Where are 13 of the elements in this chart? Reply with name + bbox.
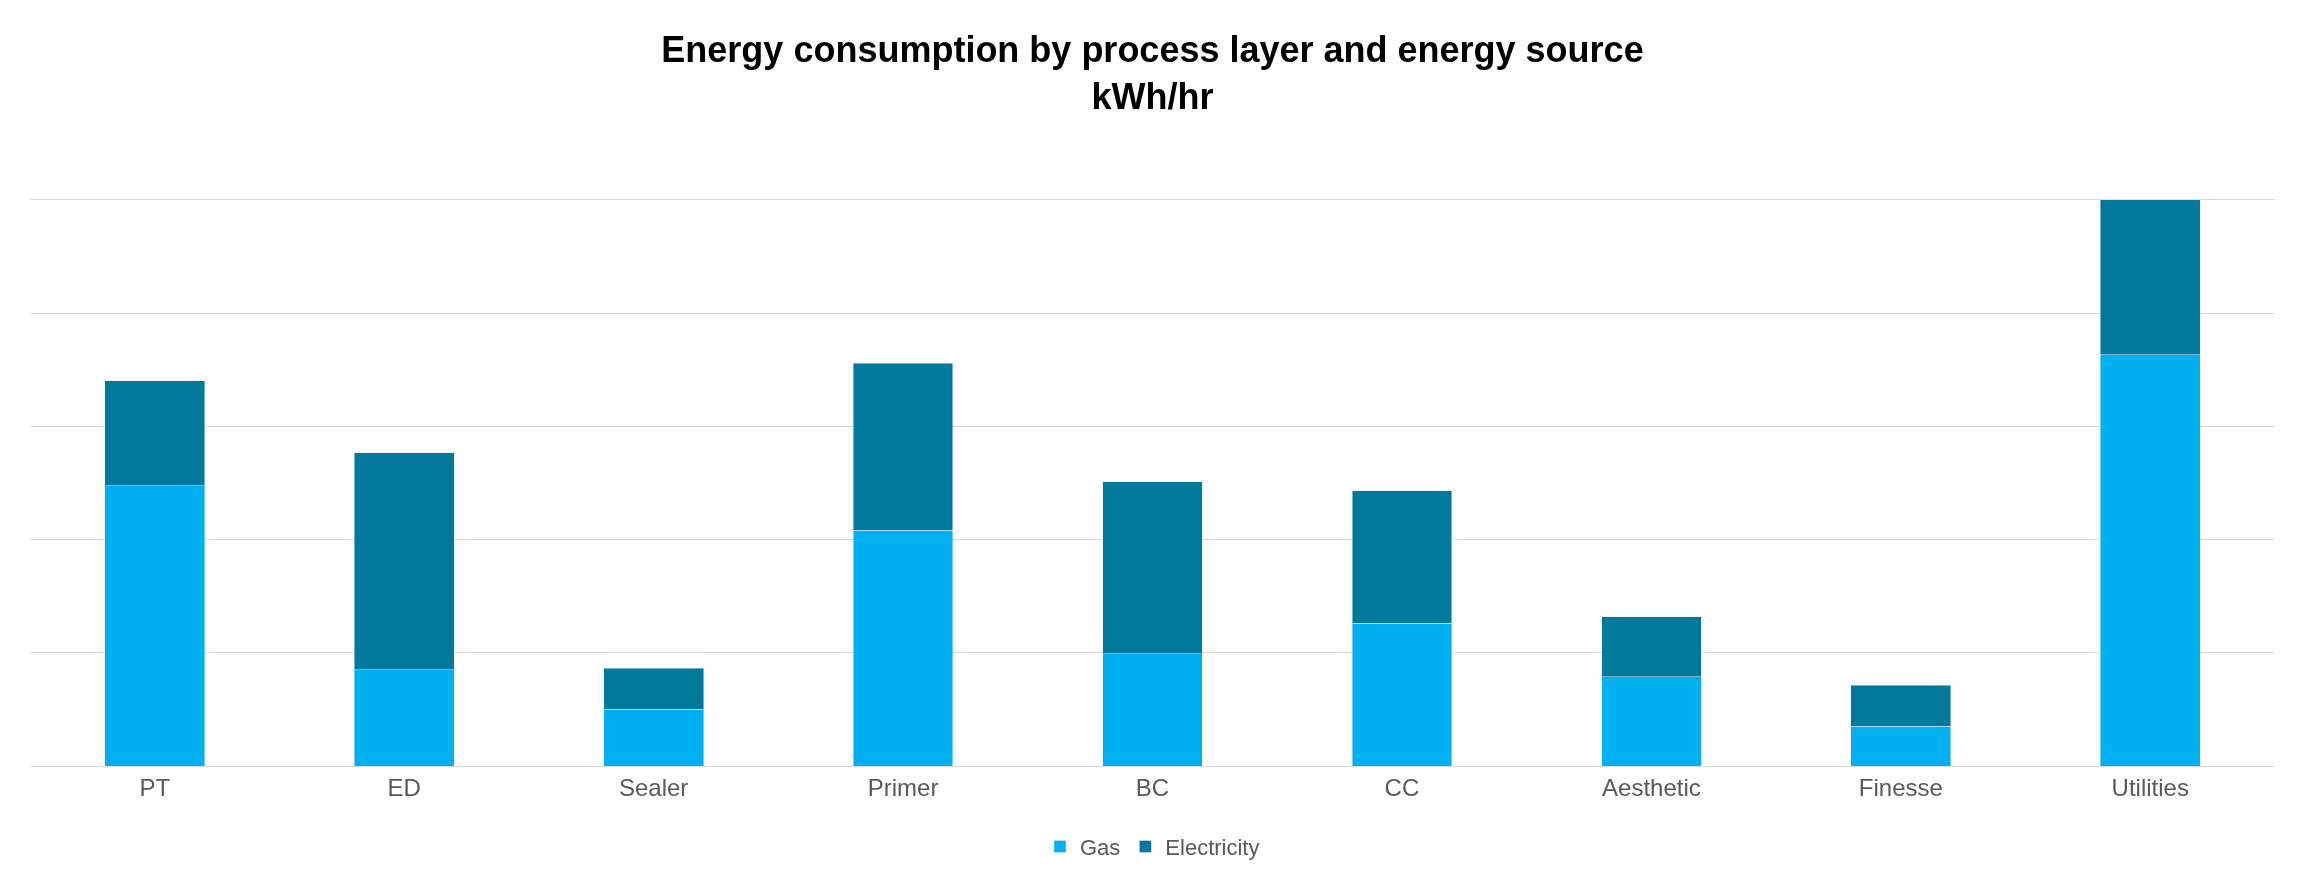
chart-title: Energy consumption by process layer and energy source: [661, 29, 1644, 71]
legend-label: Electricity: [1165, 834, 1260, 860]
x-tick-label: Utilities: [2111, 773, 2189, 801]
legend-label: Gas: [1080, 834, 1121, 860]
x-tick-label: Finesse: [1858, 773, 1943, 801]
x-tick-label: Aesthetic: [1602, 773, 1701, 801]
x-tick-label: Primer: [867, 773, 939, 801]
x-tick-label: BC: [1135, 773, 1170, 801]
chart-subtitle: kWh/hr: [1091, 75, 1214, 117]
x-tick-label: ED: [387, 773, 421, 801]
x-tick-label: Sealer: [618, 773, 689, 801]
x-tick-label: CC: [1384, 773, 1420, 801]
x-tick-label: PT: [139, 773, 171, 801]
